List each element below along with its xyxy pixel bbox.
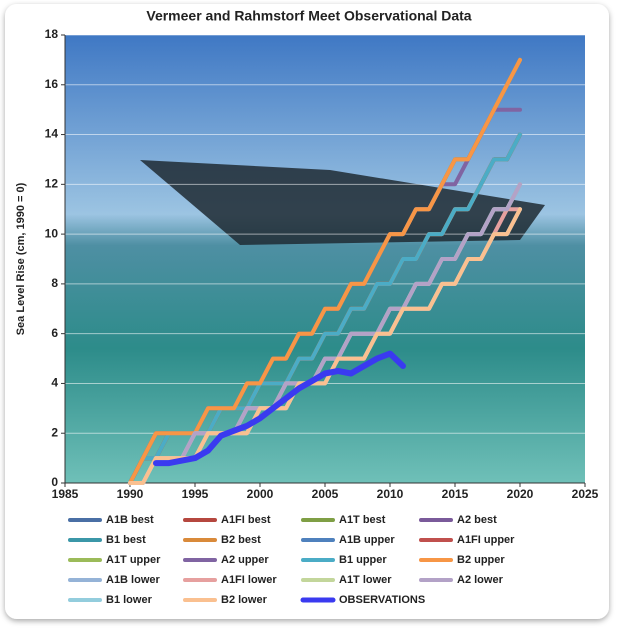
x-tick-label: 2000 [247,487,274,501]
legend-label: B2 upper [457,554,505,566]
legend-label: B1 upper [339,554,387,566]
y-tick-label: 10 [45,226,59,240]
x-tick-label: 2015 [442,487,469,501]
legend-label: A1FI upper [457,534,515,546]
y-tick-label: 12 [45,177,59,191]
x-tick-label: 2005 [312,487,339,501]
boat [140,160,545,245]
legend-label: B2 lower [221,594,268,606]
x-tick-label: 2020 [507,487,534,501]
legend-label: B1 lower [106,594,153,606]
x-tick-label: 2010 [377,487,404,501]
legend-label: A1T lower [339,574,392,586]
x-tick-label: 1990 [117,487,144,501]
series-line [128,182,522,485]
y-tick-label: 16 [45,77,59,91]
y-tick-label: 18 [45,27,59,41]
legend-label: A1T best [339,514,386,526]
y-tick-label: 14 [45,127,59,141]
chart-title: Vermeer and Rahmstorf Meet Observational… [146,8,471,24]
plot-background [65,35,585,483]
y-axis-label: Sea Level Rise (cm, 1990 = 0) [15,182,27,335]
legend-label: A2 best [457,514,497,526]
x-tick-label: 2025 [572,487,599,501]
y-tick-label: 2 [51,425,58,439]
series-line [153,350,406,467]
legend-label: A1B best [106,514,154,526]
legend-label: A1FI lower [221,574,277,586]
x-tick-label: 1985 [52,487,79,501]
legend-label: B2 best [221,534,261,546]
legend-label: OBSERVATIONS [339,594,425,606]
y-tick-label: 6 [51,326,58,340]
y-tick-label: 4 [51,376,58,390]
legend-label: A1T upper [106,554,161,566]
legend-label: A2 lower [457,574,504,586]
legend-label: A1B upper [339,534,395,546]
legend-label: A2 upper [221,554,269,566]
legend-label: B1 best [106,534,146,546]
y-tick-label: 8 [51,276,58,290]
x-tick-label: 1995 [182,487,209,501]
y-tick-label: 0 [51,475,58,489]
legend-label: A1FI best [221,514,271,526]
legend-label: A1B lower [106,574,161,586]
